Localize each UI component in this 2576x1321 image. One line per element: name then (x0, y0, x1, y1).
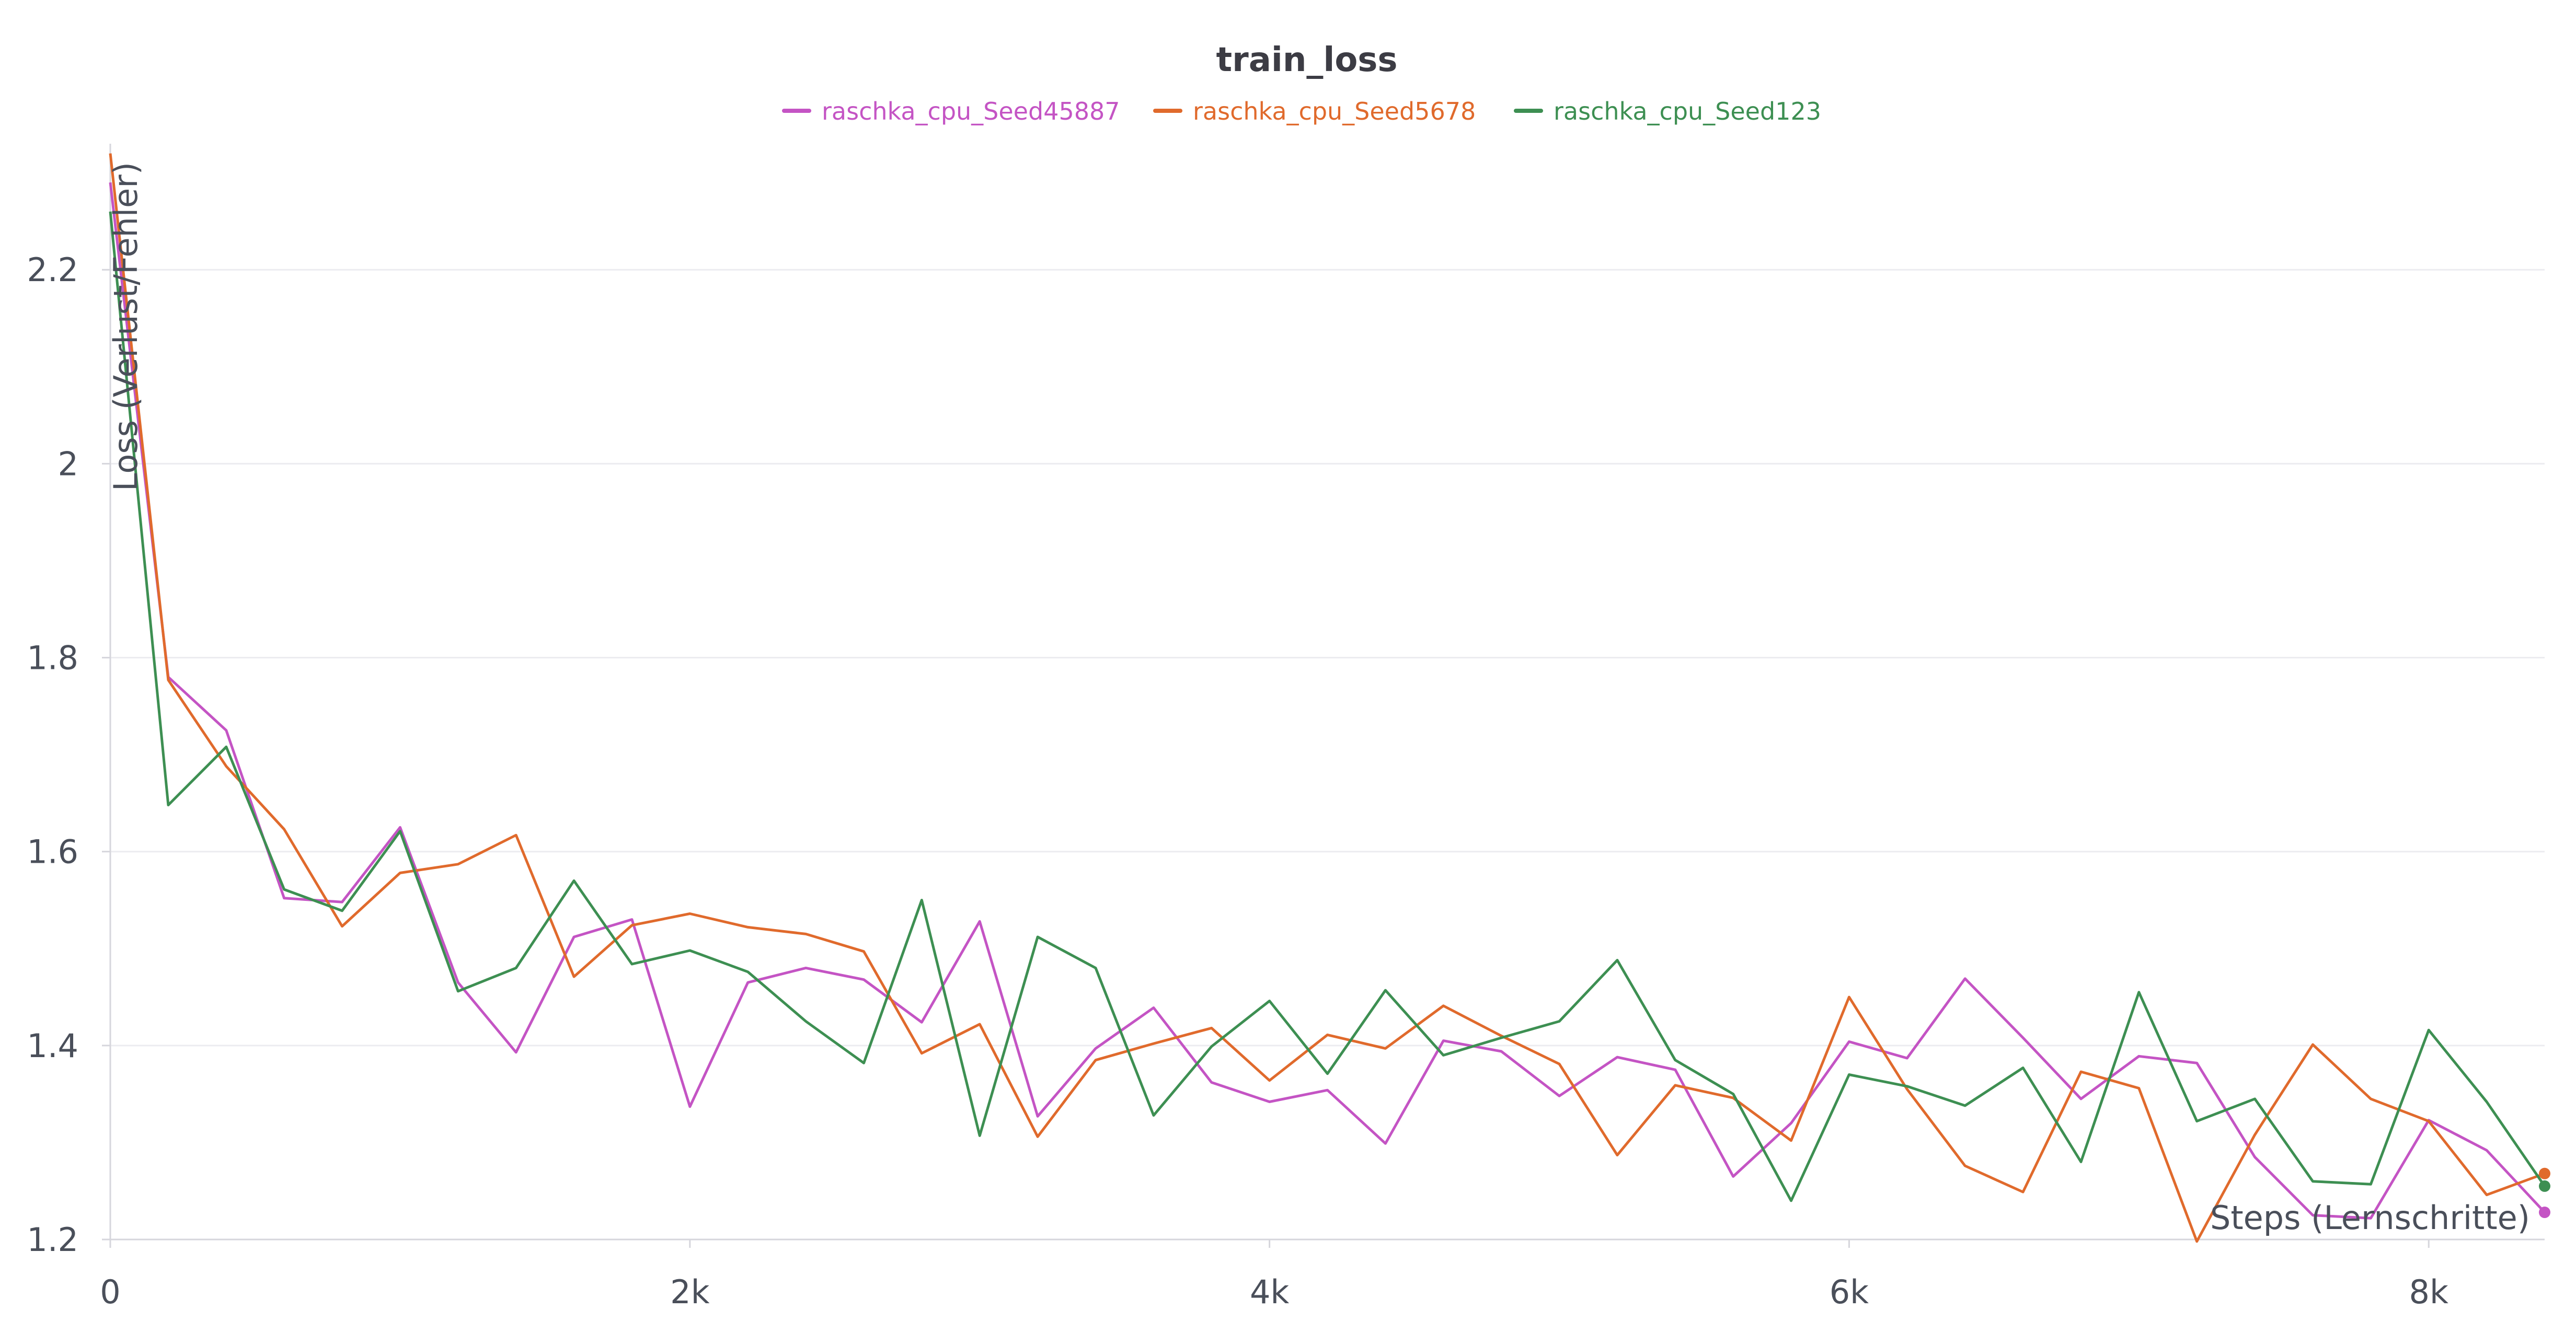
legend-label-raschka_cpu_Seed45887: raschka_cpu_Seed45887 (822, 97, 1120, 125)
series-endpoint-raschka_cpu_Seed5678 (2539, 1167, 2550, 1179)
y-tick-label: 1.4 (27, 1027, 78, 1065)
y-axis-label: Loss (Verlust/Fehler) (107, 162, 145, 491)
series-line-raschka_cpu_Seed123 (109, 211, 2546, 1202)
y-ticks: 1.2 1.4 1.6 1.8 2 2.2 (27, 251, 110, 1259)
x-axis-label: Steps (Lernschritte) (2210, 1199, 2530, 1237)
x-tick-label: 6k (1830, 1273, 1869, 1311)
series-line-raschka_cpu_Seed5678 (109, 153, 2545, 1243)
series-lines (109, 153, 2546, 1243)
x-tick-label: 8k (2409, 1273, 2448, 1311)
y-tick-label: 2 (58, 445, 78, 483)
x-tick-label: 0 (100, 1273, 120, 1311)
y-tick-label: 1.2 (27, 1221, 78, 1259)
chart-title: train_loss (1216, 41, 1398, 79)
x-tick-label: 4k (1250, 1273, 1289, 1311)
x-ticks: 0 2k 4k 6k 8k (100, 1239, 2448, 1311)
series-endpoints (2539, 1167, 2550, 1219)
series-endpoint-raschka_cpu_Seed123 (2539, 1180, 2550, 1192)
legend: raschka_cpu_Seed45887 raschka_cpu_Seed567… (782, 97, 1821, 125)
x-tick-label: 2k (670, 1273, 709, 1311)
y-tick-label: 1.8 (27, 639, 78, 677)
legend-label-raschka_cpu_Seed5678: raschka_cpu_Seed5678 (1193, 97, 1476, 125)
series-endpoint-raschka_cpu_Seed45887 (2539, 1207, 2550, 1219)
y-tick-label: 1.6 (27, 833, 78, 871)
y-tick-label: 2.2 (27, 251, 78, 289)
series-line-raschka_cpu_Seed45887 (109, 182, 2546, 1220)
legend-label-raschka_cpu_Seed123: raschka_cpu_Seed123 (1554, 97, 1821, 125)
gridlines (110, 269, 2545, 1047)
